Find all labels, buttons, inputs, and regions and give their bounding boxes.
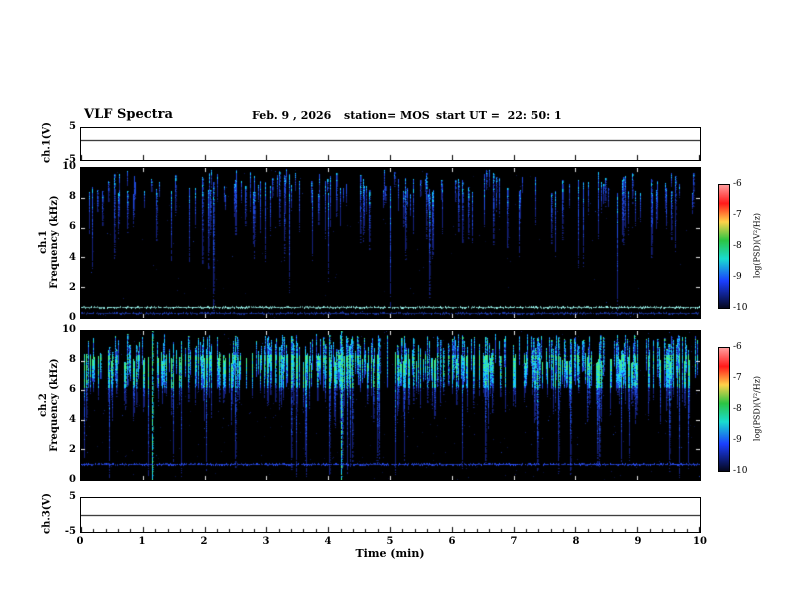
ch2-colorbar [718,347,730,472]
ch1-spectrogram-panel [80,167,701,319]
ch3-voltage-trace-canvas [81,498,700,532]
x-tick-label: 1 [138,536,146,547]
start-ut-label: start UT = 22: 50: 1 [436,109,562,122]
ch1-axis-label-line1: ch.1 [38,230,49,254]
freq-tick-label: 2 [69,444,76,455]
figure-date: Feb. 9 , 2026 [252,109,332,122]
x-tick-label: 0 [76,536,84,547]
colorbar-tick-label: -6 [733,342,742,352]
ch1-voltage-panel [80,127,701,161]
x-tick-label: 4 [324,536,332,547]
freq-tick-label: 10 [62,324,76,335]
colorbar-tick-label: -8 [733,404,742,414]
colorbar-tick-label: -9 [733,435,742,445]
freq-tick-label: 10 [62,161,76,172]
freq-tick-label: 0 [69,312,76,323]
colorbar-tick-label: -7 [733,210,742,220]
ch2-spectrogram-canvas [81,331,700,480]
colorbar-tick-label: -7 [733,373,742,383]
x-tick-label: 6 [448,536,456,547]
x-tick-label: 9 [634,536,642,547]
x-tick-label: 5 [386,536,394,547]
time-axis-label: Time (min) [355,547,425,560]
x-tick-label: 10 [693,536,707,547]
ch3-voltage-axis-label: ch.3(V) [41,492,53,535]
ch1-colorbar-canvas [719,185,729,308]
ch2-colorbar-canvas [719,348,729,471]
colorbar-tick-label: -9 [733,272,742,282]
ch2-spectrogram-panel [80,330,701,481]
x-tick-label: 2 [200,536,208,547]
colorbar-tick-label: -8 [733,241,742,251]
colorbar-tick-label: -10 [733,303,748,313]
freq-tick-label: 6 [69,384,76,395]
freq-tick-label: 8 [69,354,76,365]
ch2-axis-label-line1: ch.2 [38,393,49,417]
volt-tick-label: 5 [69,491,76,502]
freq-tick-label: 4 [69,414,76,425]
x-tick-label: 8 [572,536,580,547]
ch1-colorbar [718,184,730,309]
freq-tick-label: 2 [69,281,76,293]
freq-tick-label: 0 [69,474,76,485]
freq-tick-label: 8 [69,191,76,203]
figure-title: VLF Spectra [84,107,173,122]
colorbar-tick-label: -10 [733,466,748,476]
volt-tick-label: -5 [64,526,76,537]
volt-tick-label: 5 [69,121,76,132]
x-tick-label: 7 [510,536,518,547]
station-label: station= MOS [344,109,430,122]
x-tick-label: 3 [262,536,270,547]
colorbar-tick-label: -6 [733,179,742,189]
freq-tick-label: 6 [69,221,76,233]
volt-tick-label: -5 [64,154,76,165]
ch1-voltage-trace-canvas [81,128,700,160]
freq-tick-label: 4 [69,251,76,263]
ch3-voltage-panel [80,497,701,533]
ch1-spectrogram-canvas [81,168,700,318]
